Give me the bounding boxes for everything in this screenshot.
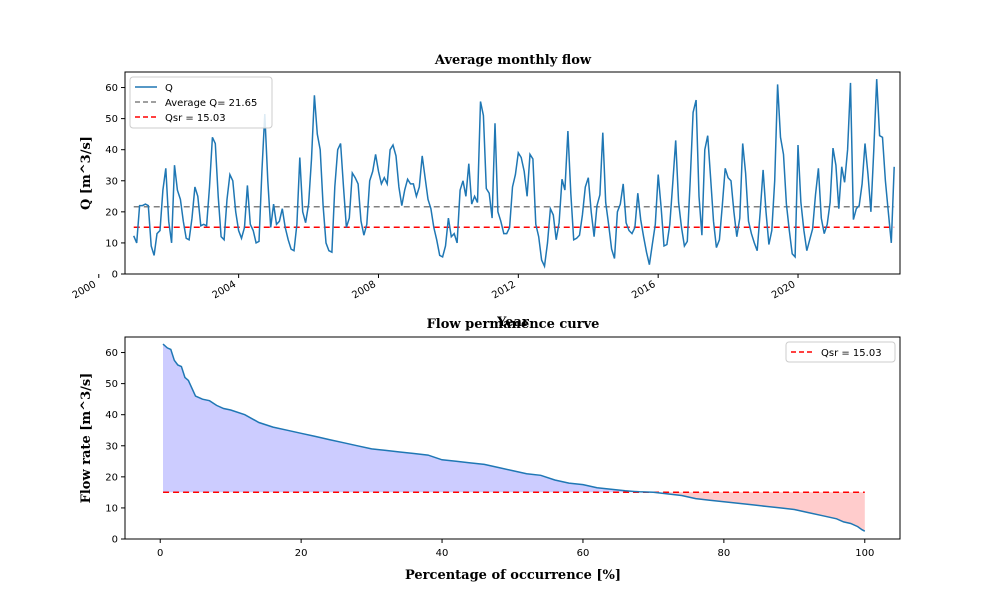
y-tick-label: 0	[112, 270, 118, 281]
x-tick-label: 80	[717, 548, 730, 559]
flow-permanence-y-ticks: 0 10 20 30 40 50 60	[105, 348, 125, 546]
monthly-flow-y-ticks: 0 10 20 30 40 50 60	[105, 83, 125, 281]
duration-curve	[162, 343, 866, 532]
y-tick-label: 20	[105, 472, 118, 483]
flow-permanence-x-axis-label: Percentage of occurrence [%]	[405, 568, 621, 583]
flow-permanence-legend: Qsr = 15.03	[785, 341, 896, 363]
legend-label-qsr: Qsr = 15.03	[165, 113, 226, 124]
x-tick-label: 100	[855, 548, 874, 559]
flow-permanence-title: Flow permanence curve	[427, 317, 600, 332]
x-tick-label: 0	[157, 548, 163, 559]
y-tick-label: 30	[105, 441, 118, 452]
y-tick-label: 30	[105, 176, 118, 187]
legend-label-average: Average Q= 21.65	[165, 98, 257, 109]
fill-above-qsr	[163, 344, 654, 493]
monthly-flow-legend-box	[129, 76, 273, 129]
flow-line	[133, 79, 895, 269]
y-tick-label: 60	[105, 83, 118, 94]
y-tick-label: 60	[105, 348, 118, 359]
y-tick-label: 10	[105, 238, 118, 249]
y-tick-label: 50	[105, 379, 118, 390]
x-tick-label: 40	[436, 548, 449, 559]
y-tick-label: 40	[105, 145, 118, 156]
flow-permanence-axes-frame	[124, 336, 901, 540]
flow-permanence-chart: Flow permanence curve 0 20 40 60 80 100 0 10 20…	[79, 317, 901, 583]
flow-permanence-y-axis-label: Flow rate [m^3/s]	[79, 373, 94, 504]
flow-permanence-series-layer	[162, 343, 866, 532]
y-tick-label: 50	[105, 114, 118, 125]
legend-label-qsr-bottom: Qsr = 15.03	[821, 348, 882, 359]
y-tick-label: 20	[105, 207, 118, 218]
x-tick-label: 60	[577, 548, 590, 559]
y-tick-label: 10	[105, 503, 118, 514]
monthly-flow-y-axis-label: Q [m^3/s]	[79, 136, 94, 210]
flow-permanence-legend-box	[785, 341, 896, 363]
legend-label-q: Q	[165, 83, 173, 94]
monthly-flow-x-axis-label: Year	[496, 315, 529, 330]
monthly-flow-series-layer	[133, 79, 895, 269]
monthly-flow-title: Average monthly flow	[434, 53, 592, 68]
monthly-flow-legend: Q Average Q= 21.65 Qsr = 15.03	[129, 76, 273, 129]
fill-below-qsr	[667, 492, 865, 532]
y-tick-label: 0	[112, 535, 118, 546]
monthly-flow-axes-frame	[124, 71, 901, 275]
y-tick-label: 40	[105, 410, 118, 421]
x-tick-label: 20	[295, 548, 308, 559]
flow-permanence-x-ticks: 0 20 40 60 80 100	[157, 539, 874, 559]
